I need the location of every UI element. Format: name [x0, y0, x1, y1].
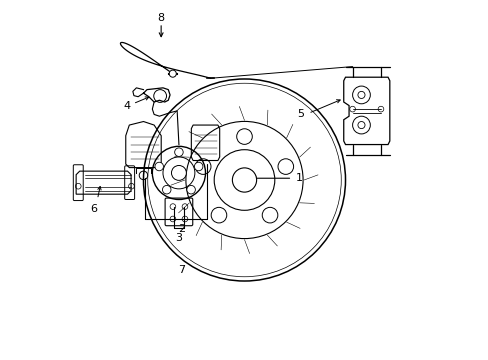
Circle shape [169, 70, 176, 77]
Text: 8: 8 [157, 13, 164, 23]
Text: 7: 7 [177, 265, 184, 275]
Circle shape [162, 185, 171, 194]
Text: 1: 1 [295, 173, 302, 183]
Circle shape [155, 162, 163, 171]
Text: 5: 5 [296, 109, 303, 120]
Text: 6: 6 [90, 204, 97, 214]
Text: 3: 3 [175, 233, 182, 243]
Circle shape [174, 148, 183, 157]
Text: 4: 4 [123, 100, 130, 111]
Circle shape [186, 185, 195, 194]
Circle shape [194, 162, 203, 171]
Text: 2: 2 [177, 224, 184, 234]
Circle shape [171, 166, 186, 180]
Circle shape [232, 168, 256, 192]
